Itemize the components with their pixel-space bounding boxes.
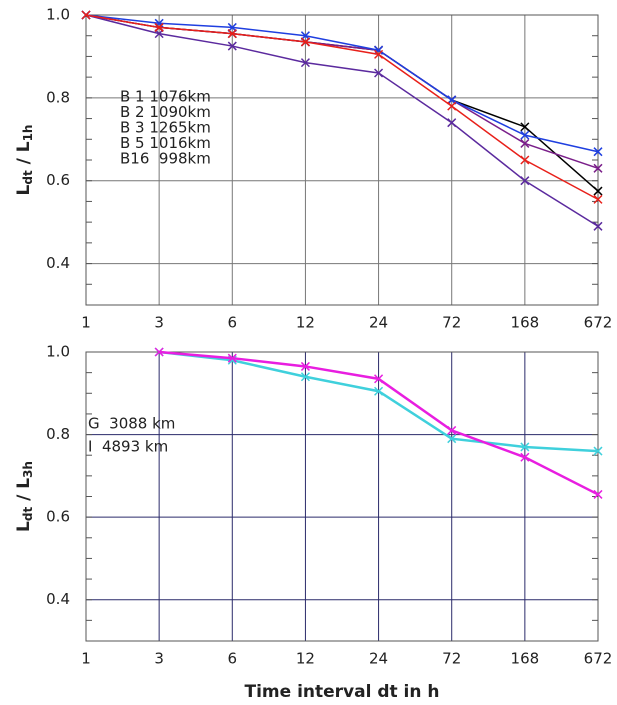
x-tick-label: 12: [296, 314, 315, 332]
point-marker: [374, 45, 384, 55]
legend-label: B 1 1076km: [120, 88, 211, 106]
x-tick-label: 12: [296, 650, 315, 668]
x-tick-label: 24: [369, 650, 388, 668]
y-axis-title-part: 1h: [21, 125, 35, 142]
point-marker: [81, 10, 91, 20]
x-tick-label: 672: [584, 314, 613, 332]
x-tick-label: 1: [81, 650, 91, 668]
series-line: [85, 14, 599, 201]
legend-label: B16 998km: [120, 150, 211, 168]
y-axis-title-part: 3h: [21, 461, 35, 478]
y-axis-title-part: L: [14, 184, 34, 195]
plot-frame: [85, 351, 599, 642]
point-marker: [154, 22, 164, 32]
point-marker: [227, 41, 237, 51]
y-tick-label: 0.6: [46, 171, 70, 189]
point-marker: [374, 68, 384, 78]
point-marker: [593, 186, 603, 196]
point-marker: [447, 425, 457, 435]
x-tick-label: 24: [369, 314, 388, 332]
point-marker: [520, 155, 530, 165]
y-axis-title: Ldt / L3h: [14, 461, 35, 532]
x-tick-label: 3: [154, 314, 164, 332]
y-axis-title-part: dt: [21, 170, 35, 185]
legend-label: B 3 1265km: [120, 119, 211, 137]
series-line: [85, 14, 599, 153]
x-tick-label: 168: [511, 650, 540, 668]
point-marker: [593, 147, 603, 157]
x-tick-label: 672: [584, 650, 613, 668]
point-marker: [520, 176, 530, 186]
y-tick-label: 0.4: [46, 254, 70, 272]
y-tick-label: 0.8: [46, 425, 70, 443]
point-marker: [300, 361, 310, 371]
series-line: [85, 14, 599, 227]
point-marker: [593, 489, 603, 499]
point-marker: [593, 163, 603, 173]
y-axis-title-part: L: [14, 521, 34, 532]
plot-frame: [85, 14, 599, 306]
x-tick-label: 72: [442, 314, 461, 332]
point-marker: [374, 374, 384, 384]
point-marker: [447, 118, 457, 128]
point-marker: [520, 138, 530, 148]
y-tick-label: 0.4: [46, 590, 70, 608]
point-marker: [154, 18, 164, 28]
point-marker: [300, 58, 310, 68]
point-marker: [447, 101, 457, 111]
x-tick-label: 6: [228, 650, 238, 668]
point-marker: [520, 452, 530, 462]
point-marker: [227, 353, 237, 363]
legend-label: I 4893 km: [88, 438, 168, 456]
y-tick-label: 0.8: [46, 88, 70, 106]
x-axis-title: Time interval dt in h: [244, 682, 439, 702]
point-marker: [300, 37, 310, 47]
legend-label: B 5 1016km: [120, 134, 211, 152]
point-marker: [154, 347, 164, 357]
point-marker: [300, 372, 310, 382]
point-marker: [520, 130, 530, 140]
x-tick-label: 6: [228, 314, 238, 332]
y-tick-label: 0.6: [46, 508, 70, 526]
point-marker: [227, 29, 237, 39]
y-axis-title-part: dt: [21, 507, 35, 522]
y-tick-label: 1.0: [46, 6, 70, 24]
point-marker: [374, 49, 384, 59]
y-axis-title: Ldt / L1h: [14, 125, 35, 196]
y-tick-label: 1.0: [46, 343, 70, 361]
x-tick-label: 1: [81, 314, 91, 332]
point-marker: [374, 386, 384, 396]
point-marker: [593, 194, 603, 204]
point-marker: [520, 122, 530, 132]
y-axis-title-part: / L: [14, 478, 34, 507]
x-tick-label: 168: [511, 314, 540, 332]
legend-label: B 2 1090km: [120, 103, 211, 121]
point-marker: [593, 221, 603, 231]
point-marker: [447, 434, 457, 444]
point-marker: [593, 446, 603, 456]
point-marker: [520, 442, 530, 452]
x-tick-label: 3: [154, 650, 164, 668]
legend-label: G 3088 km: [88, 415, 175, 433]
x-tick-label: 72: [442, 650, 461, 668]
y-axis-title-part: / L: [14, 141, 34, 170]
